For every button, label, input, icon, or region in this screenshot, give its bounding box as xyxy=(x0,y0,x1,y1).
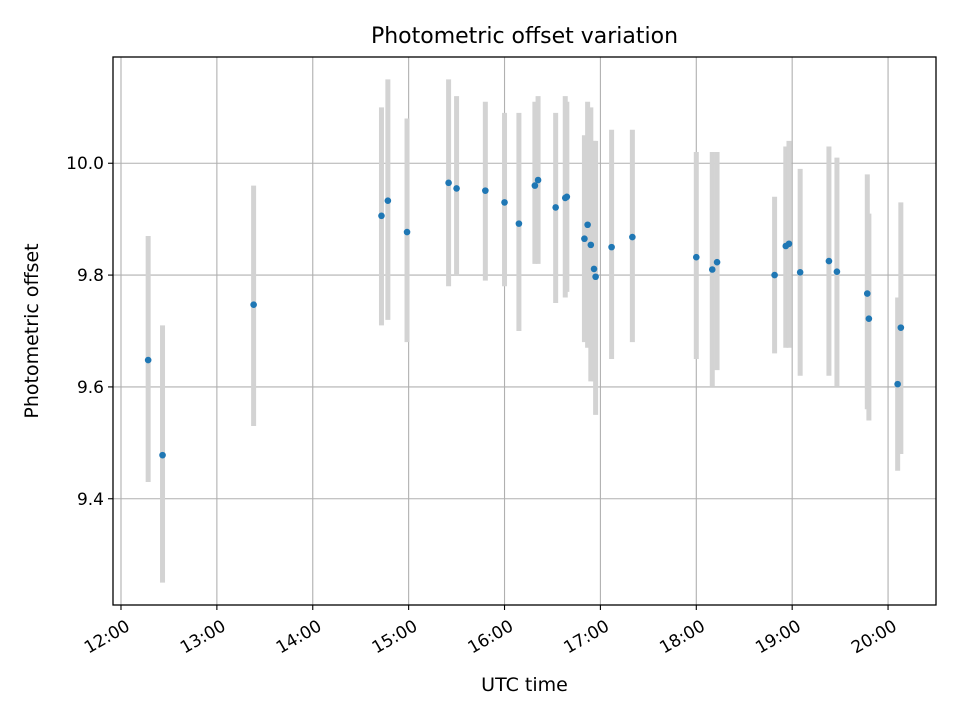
error-bars xyxy=(145,79,904,583)
data-point xyxy=(552,204,559,211)
y-tick-label: 9.6 xyxy=(77,378,104,398)
x-axis-label: UTC time xyxy=(481,674,568,696)
data-point xyxy=(587,241,595,249)
data-point xyxy=(708,266,716,273)
x-tick-label: 12:00 xyxy=(81,616,133,658)
data-point xyxy=(250,301,257,309)
data-point xyxy=(833,268,841,276)
x-tick-label: 18:00 xyxy=(656,616,708,658)
x-tick-label: 20:00 xyxy=(848,616,900,658)
data-point xyxy=(482,187,489,194)
data-point xyxy=(384,197,392,205)
y-axis-label: Photometric offset xyxy=(21,243,43,418)
data-point xyxy=(534,176,542,184)
data-point xyxy=(894,380,901,388)
data-point xyxy=(403,228,411,236)
y-tick-label: 9.4 xyxy=(77,490,104,510)
data-point xyxy=(531,182,539,189)
data-point xyxy=(796,268,804,276)
data-point xyxy=(863,290,871,297)
data-point xyxy=(584,221,591,229)
data-point xyxy=(590,265,598,273)
data-point xyxy=(865,315,873,322)
x-tick-label: 13:00 xyxy=(177,616,229,658)
data-point xyxy=(501,199,508,206)
x-tick-label: 14:00 xyxy=(273,616,325,658)
data-point xyxy=(453,185,460,192)
y-tick-label: 9.8 xyxy=(77,266,104,286)
data-point xyxy=(159,451,166,459)
data-points xyxy=(144,176,905,459)
y-axis-ticks: 9.4 9.6 9.8 10.0 xyxy=(66,154,113,510)
data-point xyxy=(592,273,599,281)
x-tick-label: 19:00 xyxy=(752,616,804,658)
data-point xyxy=(515,220,523,227)
data-point xyxy=(713,258,721,266)
data-point xyxy=(825,257,833,265)
data-point xyxy=(629,233,636,241)
data-point xyxy=(144,356,152,364)
data-point xyxy=(608,243,615,251)
plot-frame xyxy=(112,56,937,606)
chart-title: Photometric offset variation xyxy=(371,24,678,49)
data-point xyxy=(771,271,778,279)
x-tick-label: 17:00 xyxy=(560,616,612,658)
data-point xyxy=(785,240,793,248)
data-point xyxy=(563,193,571,201)
x-axis-ticks: 12:00 13:00 14:00 15:00 16:00 17:00 18:00 19:00… xyxy=(81,605,901,658)
x-tick-label: 16:00 xyxy=(465,616,517,658)
y-tick-label: 10.0 xyxy=(66,154,104,174)
x-tick-label: 15:00 xyxy=(369,616,421,658)
data-point xyxy=(692,253,700,261)
data-point xyxy=(897,324,905,331)
data-point xyxy=(445,179,452,187)
grid-lines xyxy=(113,57,936,605)
data-point xyxy=(378,212,385,220)
data-point xyxy=(581,235,588,243)
